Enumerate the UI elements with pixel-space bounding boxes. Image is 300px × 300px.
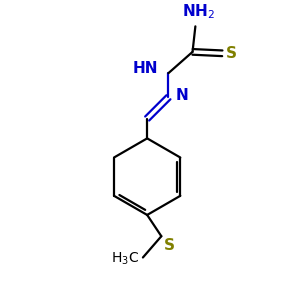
Text: S: S <box>164 238 175 253</box>
Text: S: S <box>226 46 237 61</box>
Text: NH$_2$: NH$_2$ <box>182 2 215 21</box>
Text: H$_3$C: H$_3$C <box>111 251 140 267</box>
Text: N: N <box>176 88 188 103</box>
Text: HN: HN <box>133 61 158 76</box>
